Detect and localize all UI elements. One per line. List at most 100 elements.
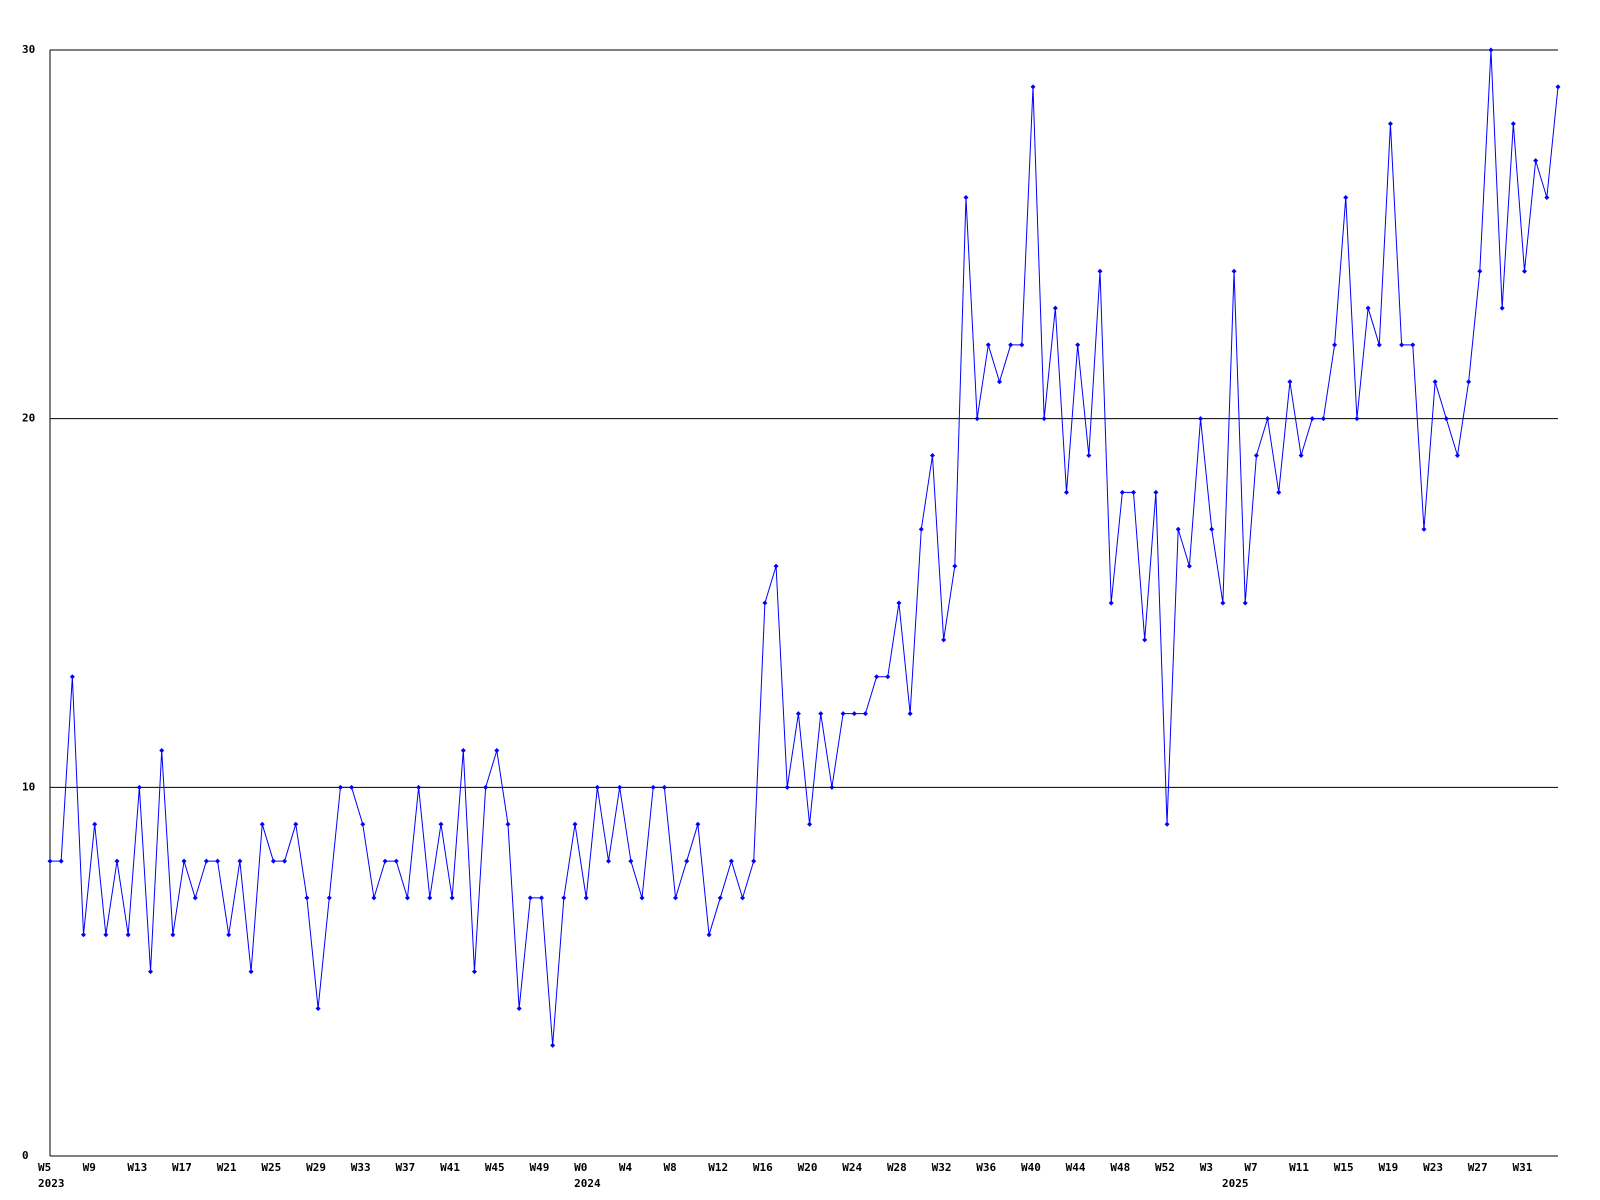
data-point <box>326 895 332 901</box>
x-tick-label: W8 <box>664 1161 677 1174</box>
data-point <box>963 194 969 200</box>
data-point <box>1376 342 1382 348</box>
x-tick-label: W13 <box>127 1161 147 1174</box>
data-point <box>918 526 924 532</box>
data-point <box>606 858 612 864</box>
data-point <box>673 895 679 901</box>
x-tick-label: W7 <box>1244 1161 1257 1174</box>
x-tick-label: W19 <box>1378 1161 1398 1174</box>
y-tick-label: 0 <box>22 1149 29 1162</box>
x-tick-label: W3 <box>1200 1161 1213 1174</box>
data-point <box>706 932 712 938</box>
data-point <box>438 821 444 827</box>
data-point <box>382 858 388 864</box>
data-point <box>740 895 746 901</box>
year-label: 2025 <box>1222 1177 1249 1190</box>
data-point <box>874 674 880 680</box>
x-tick-label: W33 <box>351 1161 371 1174</box>
data-point <box>583 895 589 901</box>
data-point <box>259 821 265 827</box>
data-point <box>337 784 343 790</box>
x-tick-label: W45 <box>485 1161 505 1174</box>
data-point <box>639 895 645 901</box>
data-point <box>1153 489 1159 495</box>
data-point <box>952 563 958 569</box>
year-label: 2024 <box>574 1177 601 1190</box>
data-point <box>829 784 835 790</box>
data-point <box>371 895 377 901</box>
data-point <box>1276 489 1282 495</box>
data-point <box>1086 453 1092 459</box>
data-point <box>1555 84 1561 90</box>
data-point <box>293 821 299 827</box>
x-tick-label: W25 <box>261 1161 281 1174</box>
data-point <box>1354 416 1360 422</box>
data-point <box>862 711 868 717</box>
data-point <box>851 711 857 717</box>
x-tick-label: W44 <box>1066 1161 1086 1174</box>
data-point <box>1521 268 1527 274</box>
data-point <box>1432 379 1438 385</box>
data-point <box>1131 489 1137 495</box>
y-tick-label: 10 <box>22 780 35 793</box>
x-tick-label: W23 <box>1423 1161 1443 1174</box>
data-point <box>684 858 690 864</box>
x-tick-label: W9 <box>83 1161 96 1174</box>
data-point <box>47 858 53 864</box>
data-point <box>1387 121 1393 127</box>
x-tick-label: W40 <box>1021 1161 1041 1174</box>
x-tick-label: W17 <box>172 1161 192 1174</box>
data-point <box>203 858 209 864</box>
data-point <box>360 821 366 827</box>
x-tick-label: W15 <box>1334 1161 1354 1174</box>
data-point <box>1399 342 1405 348</box>
data-point <box>315 1006 321 1012</box>
data-point <box>929 453 935 459</box>
data-point <box>561 895 567 901</box>
data-point <box>1186 563 1192 569</box>
data-point <box>784 784 790 790</box>
data-point <box>1298 453 1304 459</box>
data-point <box>505 821 511 827</box>
data-point <box>1488 47 1494 53</box>
data-point <box>550 1042 556 1048</box>
data-point <box>818 711 824 717</box>
data-point <box>1064 489 1070 495</box>
y-tick-label: 20 <box>22 412 35 425</box>
data-point <box>416 784 422 790</box>
data-point <box>516 1006 522 1012</box>
data-point <box>460 747 466 753</box>
data-point <box>896 600 902 606</box>
data-point <box>1443 416 1449 422</box>
data-point <box>751 858 757 864</box>
year-label: 2023 <box>38 1177 65 1190</box>
data-point <box>427 895 433 901</box>
x-tick-label: W28 <box>887 1161 907 1174</box>
data-point <box>92 821 98 827</box>
data-point <box>717 895 723 901</box>
x-tick-label: W48 <box>1110 1161 1130 1174</box>
data-point <box>985 342 991 348</box>
data-point <box>1265 416 1271 422</box>
data-point <box>941 637 947 643</box>
data-point <box>69 674 75 680</box>
data-point <box>1477 268 1483 274</box>
data-point <box>996 379 1002 385</box>
x-tick-label: W11 <box>1289 1161 1309 1174</box>
data-point <box>1454 453 1460 459</box>
data-point <box>572 821 578 827</box>
data-point <box>1209 526 1215 532</box>
data-point <box>907 711 913 717</box>
data-line <box>50 49 1559 1046</box>
x-tick-label: W0 <box>574 1161 587 1174</box>
data-point <box>695 821 701 827</box>
data-point <box>1142 637 1148 643</box>
x-tick-label: W27 <box>1468 1161 1488 1174</box>
data-point <box>1421 526 1427 532</box>
data-point <box>1041 416 1047 422</box>
data-point <box>617 784 623 790</box>
data-point <box>270 858 276 864</box>
data-point <box>1320 416 1326 422</box>
data-point <box>1030 84 1036 90</box>
